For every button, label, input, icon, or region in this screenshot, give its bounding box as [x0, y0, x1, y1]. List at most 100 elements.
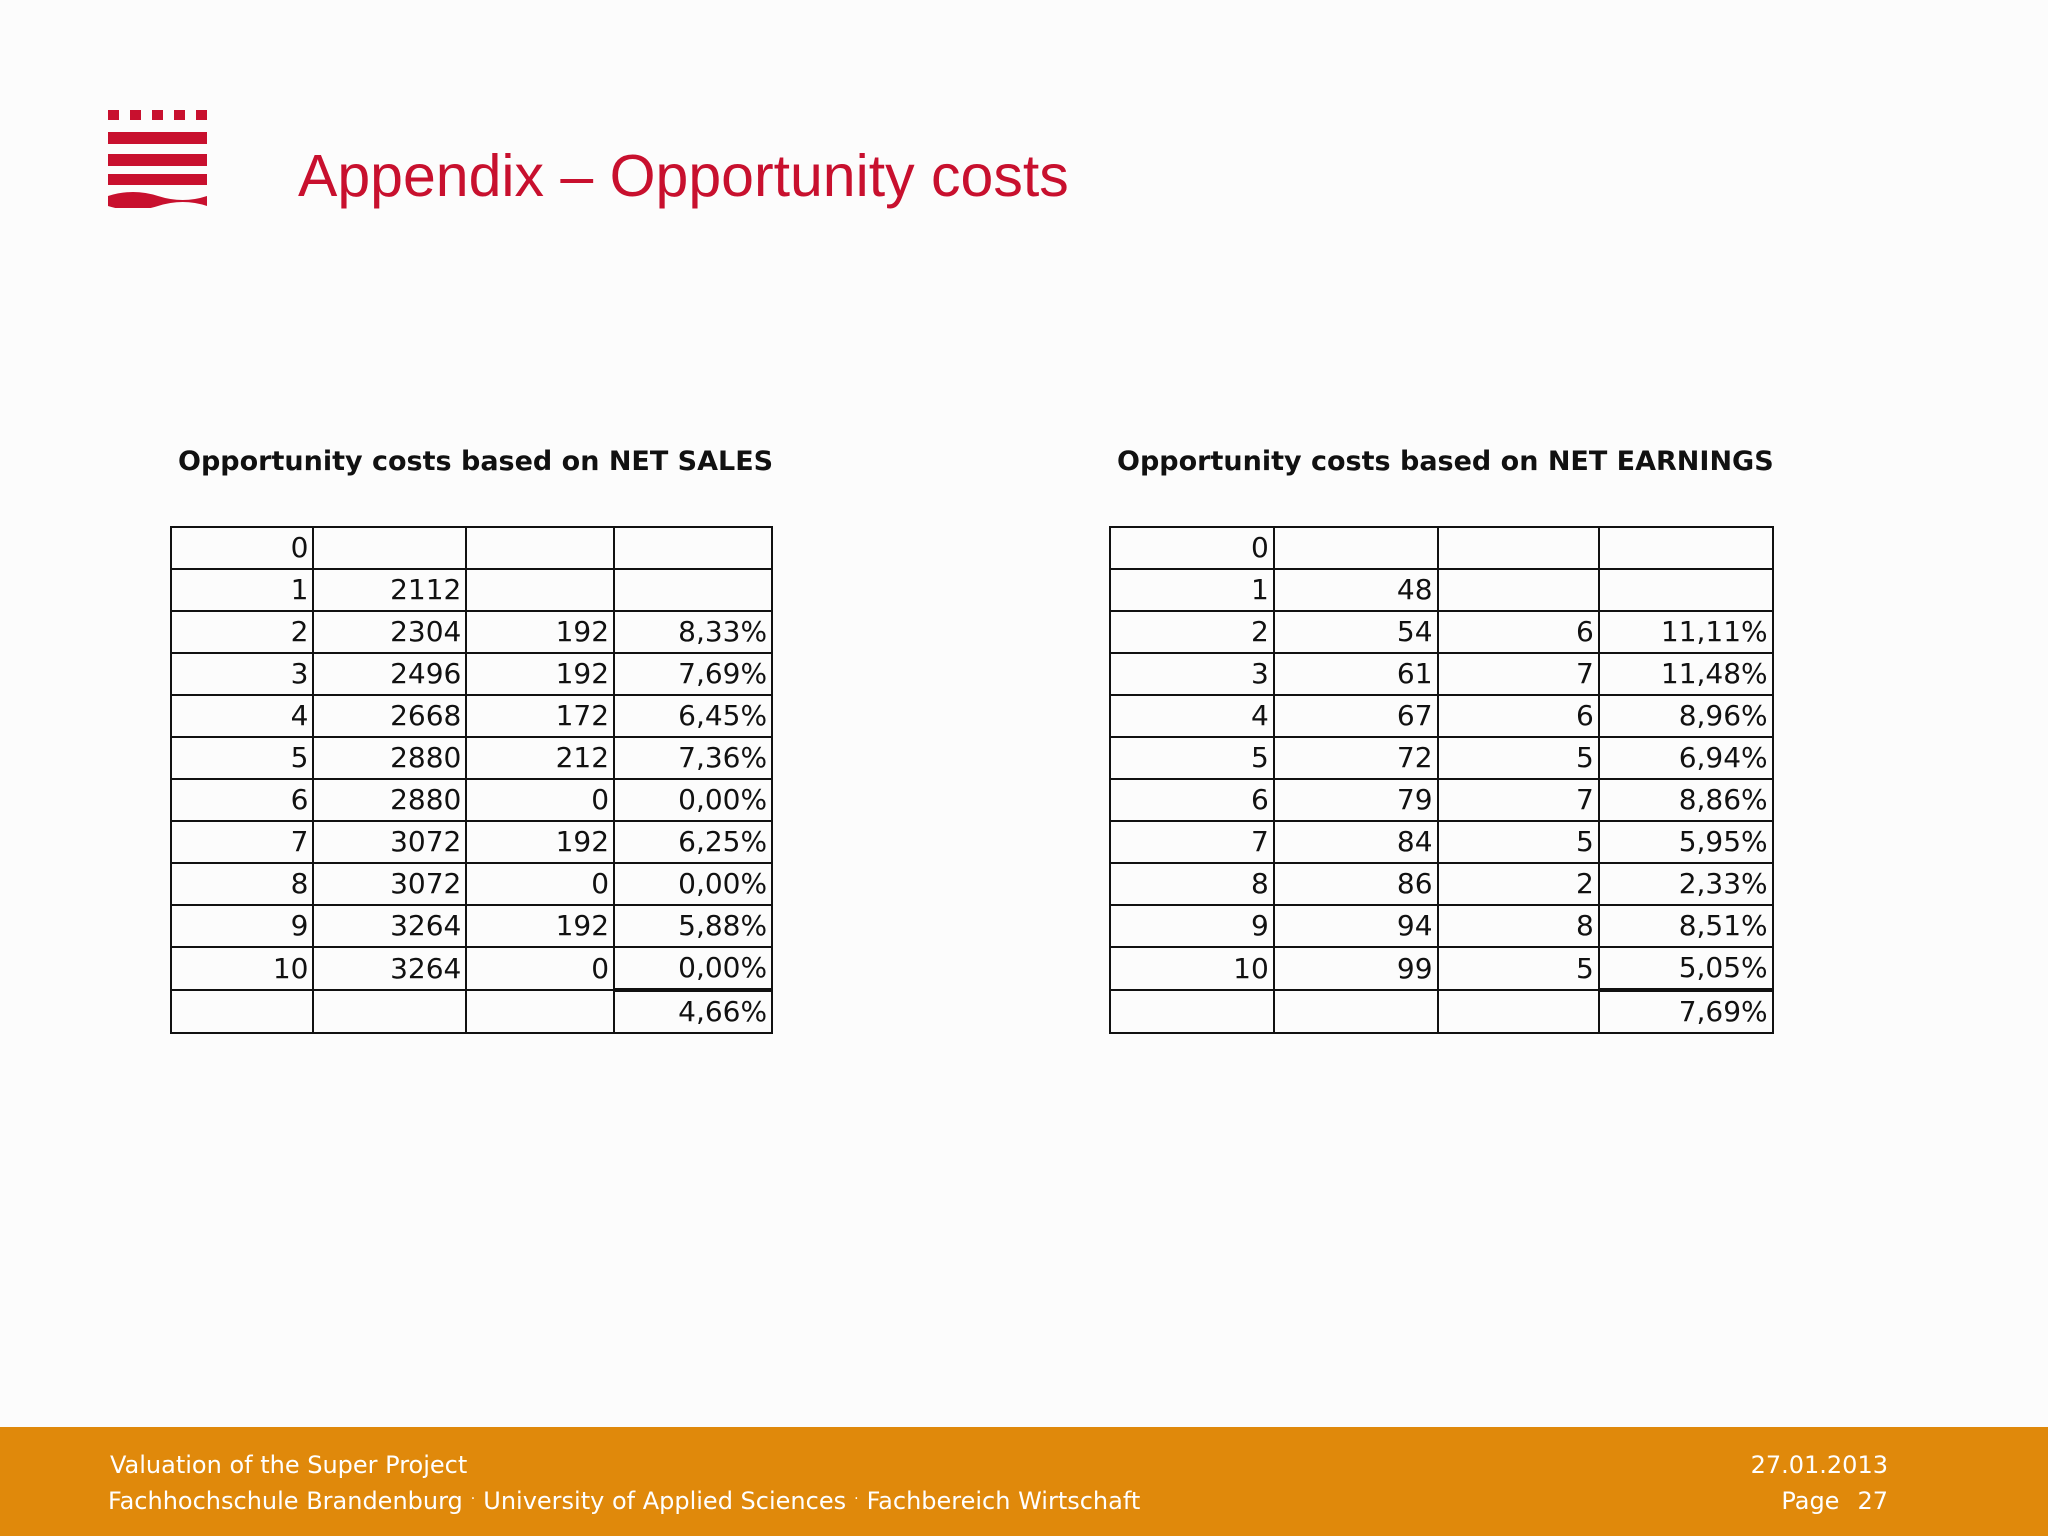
table-cell: 9 [169, 904, 315, 948]
footer-institution-line: Fachhochschule Brandenburg · University of… [108, 1487, 1140, 1515]
table-cell: 7 [1436, 778, 1600, 822]
table-row: 8 86 2 2,33% [1109, 862, 1774, 906]
table-cell: 8 [1436, 904, 1600, 948]
table-cell: 5 [1436, 736, 1600, 780]
table-row: 2 54 6 11,11% [1109, 610, 1774, 654]
table-cell: 8,51% [1597, 904, 1774, 948]
table-cell: 2496 [312, 652, 468, 696]
table-cell: 4 [1109, 694, 1275, 738]
footer-department: Fachbereich Wirtschaft [866, 1487, 1141, 1515]
table-cell: 6,25% [613, 820, 774, 864]
university-logo-icon [108, 110, 207, 208]
table-cell: 3 [169, 652, 315, 696]
table-cell: 7 [169, 820, 315, 864]
table-cell [1597, 526, 1774, 570]
table-cell: 7,36% [613, 736, 774, 780]
table-cell: 7 [1109, 820, 1275, 864]
table-cell: 3264 [312, 904, 468, 948]
footer-page-number: 27 [1857, 1487, 1888, 1515]
table-cell: 192 [465, 652, 616, 696]
table-cell: 3 [1109, 652, 1275, 696]
table-cell: 67 [1272, 694, 1439, 738]
table-cell: 2304 [312, 610, 468, 654]
table-cell: 6 [1109, 778, 1275, 822]
table-row: 9 3264 192 5,88% [169, 904, 774, 948]
table-row: 2 2304 192 8,33% [169, 610, 774, 654]
table-cell [613, 568, 774, 612]
table-row: 0 [1109, 526, 1774, 570]
table-cell: 192 [465, 904, 616, 948]
table-cell: 84 [1272, 820, 1439, 864]
table-cell: 5 [1436, 820, 1600, 864]
table-cell: 2,33% [1597, 862, 1774, 906]
table-cell: 11,48% [1597, 652, 1774, 696]
footer-separator: · [854, 1491, 859, 1507]
table-cell [312, 526, 468, 570]
table-cell: 192 [465, 610, 616, 654]
table-cell: 61 [1272, 652, 1439, 696]
table-cell: 2880 [312, 778, 468, 822]
table-row: 5 2880 212 7,36% [169, 736, 774, 780]
table-row: 10 99 5 5,05% [1109, 946, 1774, 991]
footer-bar: Valuation of the Super Project Fachhochs… [0, 1427, 2048, 1536]
table-row: 9 94 8 8,51% [1109, 904, 1774, 948]
table-cell: 0,00% [613, 946, 774, 991]
table-cell [465, 989, 616, 1034]
table-cell: 8,33% [613, 610, 774, 654]
table-cell: 48 [1272, 568, 1439, 612]
table-cell [312, 989, 468, 1034]
table-cell: 8 [1109, 862, 1275, 906]
table-cell [1272, 989, 1439, 1034]
table-cell: 8 [169, 862, 315, 906]
table-cell [1436, 989, 1600, 1034]
footer-institution: Fachhochschule Brandenburg [108, 1487, 463, 1515]
footer-separator: · [470, 1491, 476, 1507]
table-cell: 2112 [312, 568, 468, 612]
table-row: 5 72 5 6,94% [1109, 736, 1774, 780]
table-cell: 0 [465, 946, 616, 991]
net-earnings-table: 0 1 48 2 54 6 11,11% [1109, 526, 1774, 1034]
net-earnings-heading: Opportunity costs based on NET EARNINGS [1117, 446, 1774, 477]
table-cell [1436, 526, 1600, 570]
net-sales-heading: Opportunity costs based on NET SALES [178, 446, 774, 477]
table-cell [1597, 568, 1774, 612]
table-cell: 1 [1109, 568, 1275, 612]
table-cell: 7 [1436, 652, 1600, 696]
table-cell: 192 [465, 820, 616, 864]
table-cell [465, 526, 616, 570]
table-row: 3 2496 192 7,69% [169, 652, 774, 696]
table-total-row: 7,69% [1109, 988, 1774, 1034]
footer-presentation-title: Valuation of the Super Project [110, 1451, 468, 1479]
table-cell: 3072 [312, 862, 468, 906]
table-cell [1109, 989, 1275, 1034]
table-cell: 6 [1436, 694, 1600, 738]
table-cell: 54 [1272, 610, 1439, 654]
table-cell: 3072 [312, 820, 468, 864]
table-cell [1272, 526, 1439, 570]
footer-page: Page 27 [1781, 1487, 1888, 1515]
average-percentage-cell: 7,69% [1597, 988, 1774, 1034]
net-sales-section: Opportunity costs based on NET SALES 0 1… [169, 442, 774, 1034]
table-cell: 4 [169, 694, 315, 738]
table-cell: 0 [1109, 526, 1275, 570]
table-cell: 8,96% [1597, 694, 1774, 738]
table-cell: 5,05% [1597, 946, 1774, 991]
table-cell: 6,45% [613, 694, 774, 738]
table-cell: 6 [1436, 610, 1600, 654]
footer-date: 27.01.2013 [1750, 1451, 1888, 1479]
table-row: 7 84 5 5,95% [1109, 820, 1774, 864]
table-cell: 5 [1109, 736, 1275, 780]
table-cell: 1 [169, 568, 315, 612]
average-percentage-cell: 4,66% [613, 988, 774, 1034]
table-row: 1 2112 [169, 568, 774, 612]
table-cell: 86 [1272, 862, 1439, 906]
table-row: 4 67 6 8,96% [1109, 694, 1774, 738]
table-cell: 2 [169, 610, 315, 654]
table-cell: 10 [1109, 946, 1275, 991]
table-cell: 5,95% [1597, 820, 1774, 864]
table-cell: 0 [169, 526, 315, 570]
table-row: 0 [169, 526, 774, 570]
table-cell: 212 [465, 736, 616, 780]
table-row: 4 2668 172 6,45% [169, 694, 774, 738]
table-cell: 11,11% [1597, 610, 1774, 654]
